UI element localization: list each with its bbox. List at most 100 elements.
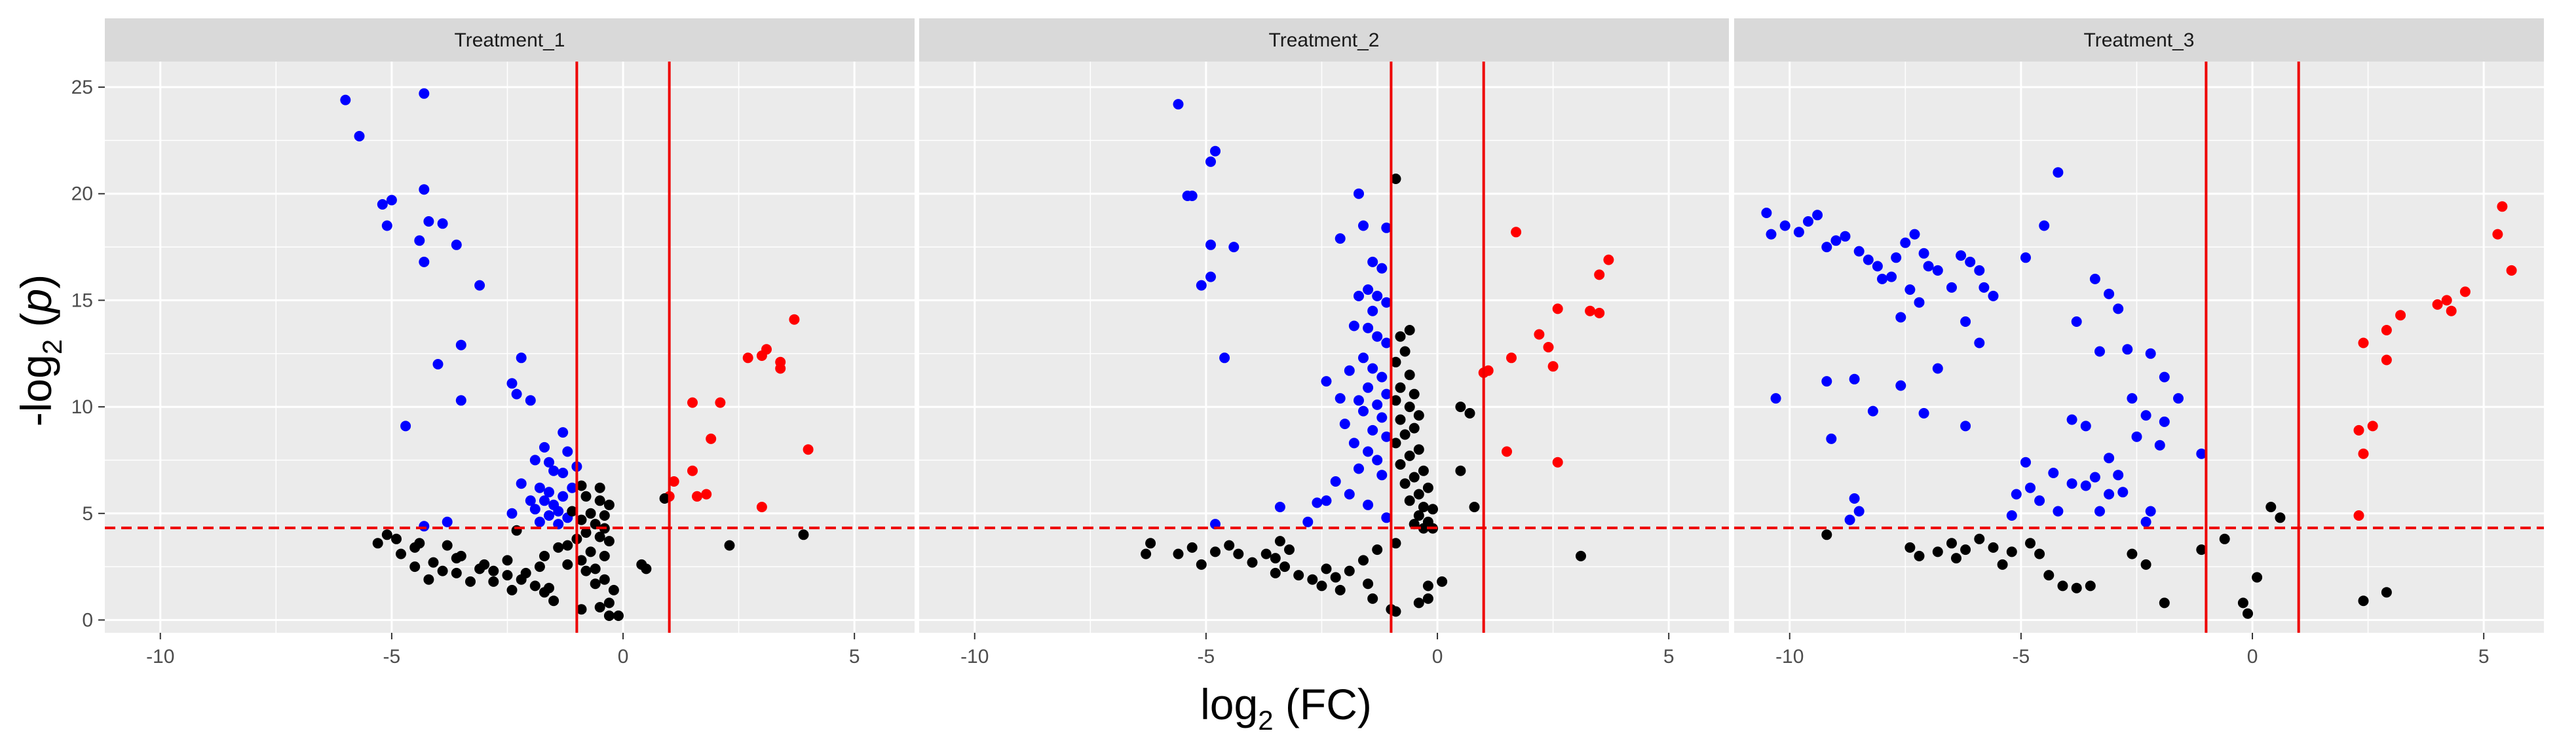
point-down: [529, 504, 540, 515]
point-up: [1534, 329, 1545, 340]
point-down: [1344, 489, 1355, 500]
point-ns: [1330, 572, 1341, 583]
panel-strip: [105, 18, 915, 62]
point-up: [756, 502, 767, 512]
point-down: [1381, 388, 1392, 400]
point-ns: [1409, 472, 1420, 483]
point-ns: [2071, 582, 2082, 593]
point-up: [1502, 446, 1512, 457]
point-down: [1302, 516, 1314, 527]
point-up: [1511, 227, 1522, 238]
x-tick-label: 5: [1663, 646, 1675, 667]
point-down: [516, 478, 527, 489]
point-ns: [520, 567, 531, 578]
point-ns: [1367, 593, 1378, 604]
point-ns: [1576, 550, 1586, 561]
point-down: [414, 235, 425, 246]
point-ns: [488, 565, 499, 576]
point-down: [1330, 476, 1341, 487]
point-ns: [437, 565, 448, 576]
point-up: [687, 465, 698, 476]
point-ns: [576, 555, 587, 566]
point-ns: [1413, 489, 1424, 500]
point-down: [567, 482, 578, 493]
point-down: [1372, 399, 1383, 410]
y-tick-label: 15: [71, 290, 93, 311]
point-up: [1552, 303, 1563, 314]
panel-strip-label: Treatment_1: [455, 29, 565, 51]
point-down: [2080, 421, 2091, 432]
point-ns: [1284, 544, 1295, 555]
point-down: [1900, 237, 1911, 248]
point-down: [544, 510, 554, 521]
point-ns: [1279, 561, 1290, 573]
point-ns: [641, 563, 652, 574]
point-down: [1821, 242, 1832, 253]
point-down: [1372, 331, 1383, 342]
point-down: [1367, 256, 1378, 267]
panel-background: [919, 62, 1729, 633]
point-down: [423, 216, 434, 227]
point-ns: [2006, 546, 2017, 557]
point-ns: [506, 584, 518, 595]
point-down: [2066, 414, 2077, 425]
point-ns: [580, 527, 592, 538]
point-down: [558, 427, 569, 438]
point-down: [558, 468, 569, 478]
point-down: [1372, 455, 1383, 466]
point-ns: [1260, 548, 1272, 559]
point-down: [1335, 393, 1346, 404]
x-tick-label: 0: [1432, 646, 1443, 667]
point-down: [2053, 167, 2064, 178]
point-ns: [2085, 580, 2096, 592]
point-down: [2011, 489, 2022, 500]
point-down: [442, 516, 453, 527]
point-ns: [465, 576, 476, 587]
point-ns: [2043, 570, 2055, 581]
point-down: [1312, 497, 1323, 508]
point-ns: [1988, 542, 1999, 553]
point-down: [1354, 188, 1364, 199]
point-down: [1849, 373, 1860, 385]
point-ns: [502, 570, 513, 581]
panel-strip: [919, 18, 1729, 62]
point-down: [1974, 337, 1985, 348]
point-down: [558, 491, 569, 502]
point-ns: [2127, 548, 2138, 559]
point-down: [2122, 344, 2133, 355]
point-down: [419, 256, 430, 267]
point-down: [1779, 220, 1790, 231]
point-down: [1932, 265, 1943, 276]
point-down: [1770, 393, 1781, 404]
point-down: [1918, 248, 1929, 259]
panel-strip-label: Treatment_3: [2084, 29, 2195, 51]
point-down: [1363, 499, 1374, 510]
point-ns: [1997, 559, 2008, 570]
point-ns: [1233, 548, 1244, 559]
point-down: [1960, 316, 1971, 327]
point-down: [354, 130, 365, 141]
point-ns: [1455, 402, 1466, 413]
point-ns: [1145, 538, 1156, 549]
point-down: [1344, 365, 1355, 376]
point-down: [1348, 320, 1359, 331]
point-up: [789, 314, 800, 325]
point-down: [516, 352, 527, 364]
point-down: [1372, 290, 1383, 301]
point-down: [419, 88, 430, 99]
point-ns: [1316, 580, 1327, 592]
point-ns: [1390, 606, 1401, 617]
point-ns: [1455, 465, 1466, 476]
point-down: [1228, 242, 1240, 253]
point-up: [2358, 337, 2369, 348]
point-down: [1376, 412, 1388, 423]
point-ns: [603, 611, 615, 621]
point-down: [1872, 261, 1883, 272]
point-down: [1793, 227, 1804, 238]
point-ns: [548, 595, 559, 607]
point-up: [2353, 510, 2364, 521]
point-ns: [1418, 465, 1429, 476]
point-ns: [2237, 597, 2248, 609]
point-ns: [414, 538, 425, 549]
point-down: [2071, 316, 2082, 327]
